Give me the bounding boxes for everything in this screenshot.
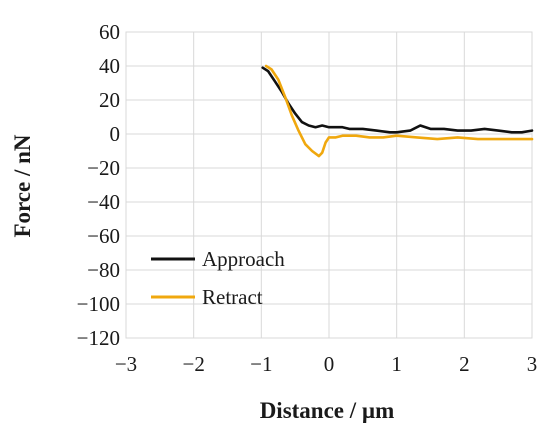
y-tick-label: 0 xyxy=(110,122,121,146)
x-axis-title: Distance / µm xyxy=(260,398,395,423)
x-tick-labels: −3 −2 −1 0 1 2 3 xyxy=(115,352,537,376)
x-tick-label: −3 xyxy=(115,352,137,376)
y-tick-label: −80 xyxy=(87,258,120,282)
y-tick-label: 20 xyxy=(99,88,120,112)
y-tick-label: −100 xyxy=(77,292,120,316)
y-tick-label: −60 xyxy=(87,224,120,248)
legend-label-retract: Retract xyxy=(202,285,263,309)
x-tick-label: −1 xyxy=(250,352,272,376)
plot-frame xyxy=(125,31,533,339)
x-tick-label: 1 xyxy=(391,352,402,376)
y-tick-label: −40 xyxy=(87,190,120,214)
x-tick-label: −2 xyxy=(182,352,204,376)
y-tick-label: 40 xyxy=(99,54,120,78)
series-line-approach xyxy=(261,66,534,134)
grid xyxy=(125,31,533,339)
y-tick-label: −120 xyxy=(77,326,120,350)
series-line-retract xyxy=(264,64,534,158)
y-tick-label: −20 xyxy=(87,156,120,180)
x-tick-label: 2 xyxy=(459,352,470,376)
x-tick-label: 3 xyxy=(527,352,538,376)
series-lines xyxy=(261,64,534,158)
legend-label-approach: Approach xyxy=(202,247,285,271)
plot-area xyxy=(125,31,533,339)
y-tick-label: 60 xyxy=(99,20,120,44)
y-tick-labels: 60 40 20 0 −20 −40 −60 −80 −100 −120 xyxy=(77,20,120,350)
legend: Approach Retract xyxy=(151,247,285,309)
y-axis-title: Force / nN xyxy=(10,134,35,237)
x-tick-label: 0 xyxy=(324,352,335,376)
